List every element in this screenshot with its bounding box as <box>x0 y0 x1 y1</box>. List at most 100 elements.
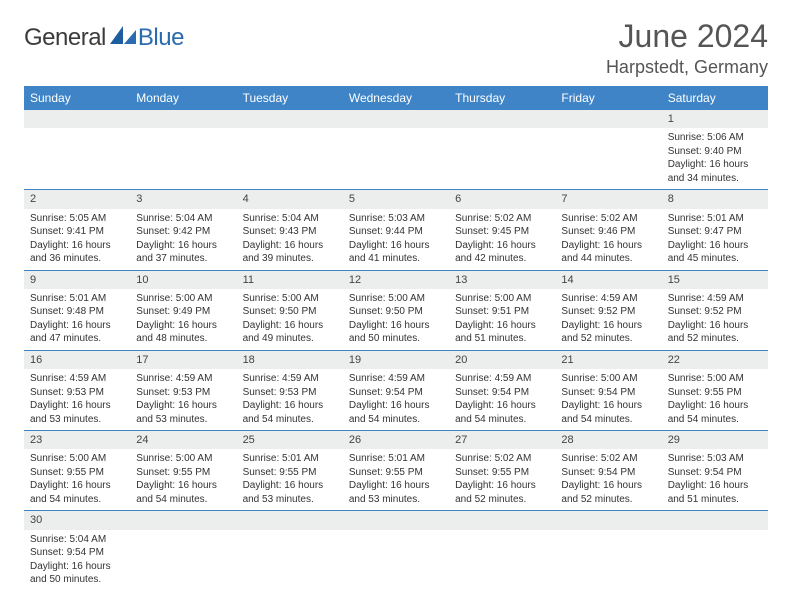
day-number: 13 <box>449 271 555 289</box>
day-details: Sunrise: 5:04 AMSunset: 9:43 PMDaylight:… <box>237 209 343 270</box>
day-details: Sunrise: 5:04 AMSunset: 9:54 PMDaylight:… <box>24 530 130 591</box>
day-details: Sunrise: 4:59 AMSunset: 9:54 PMDaylight:… <box>343 369 449 430</box>
calendar-day-cell: 23Sunrise: 5:00 AMSunset: 9:55 PMDayligh… <box>24 431 130 511</box>
calendar-table: SundayMondayTuesdayWednesdayThursdayFrid… <box>24 86 768 591</box>
day-number: 27 <box>449 431 555 449</box>
day-number: 4 <box>237 190 343 208</box>
calendar-empty-cell <box>555 511 661 591</box>
logo-text-general: General <box>24 24 106 52</box>
calendar-week-row: 16Sunrise: 4:59 AMSunset: 9:53 PMDayligh… <box>24 350 768 430</box>
calendar-day-cell: 29Sunrise: 5:03 AMSunset: 9:54 PMDayligh… <box>662 431 768 511</box>
day-number: 7 <box>555 190 661 208</box>
calendar-day-cell: 18Sunrise: 4:59 AMSunset: 9:53 PMDayligh… <box>237 350 343 430</box>
day-details: Sunrise: 5:03 AMSunset: 9:44 PMDaylight:… <box>343 209 449 270</box>
day-number: 29 <box>662 431 768 449</box>
calendar-day-cell: 5Sunrise: 5:03 AMSunset: 9:44 PMDaylight… <box>343 190 449 270</box>
calendar-empty-cell <box>24 110 130 190</box>
calendar-day-cell: 6Sunrise: 5:02 AMSunset: 9:45 PMDaylight… <box>449 190 555 270</box>
day-number <box>343 511 449 529</box>
day-number <box>237 511 343 529</box>
day-number <box>662 511 768 529</box>
day-number <box>237 110 343 128</box>
calendar-empty-cell <box>343 511 449 591</box>
day-details: Sunrise: 5:06 AMSunset: 9:40 PMDaylight:… <box>662 128 768 189</box>
day-number: 12 <box>343 271 449 289</box>
day-number: 2 <box>24 190 130 208</box>
day-number: 23 <box>24 431 130 449</box>
day-number: 24 <box>130 431 236 449</box>
calendar-day-cell: 12Sunrise: 5:00 AMSunset: 9:50 PMDayligh… <box>343 270 449 350</box>
calendar-day-cell: 8Sunrise: 5:01 AMSunset: 9:47 PMDaylight… <box>662 190 768 270</box>
day-details: Sunrise: 5:01 AMSunset: 9:48 PMDaylight:… <box>24 289 130 350</box>
day-details: Sunrise: 5:00 AMSunset: 9:54 PMDaylight:… <box>555 369 661 430</box>
day-number: 19 <box>343 351 449 369</box>
calendar-empty-cell <box>237 110 343 190</box>
logo: General Blue <box>24 24 184 52</box>
calendar-empty-cell <box>237 511 343 591</box>
day-number: 6 <box>449 190 555 208</box>
day-number: 14 <box>555 271 661 289</box>
calendar-day-cell: 26Sunrise: 5:01 AMSunset: 9:55 PMDayligh… <box>343 431 449 511</box>
calendar-day-cell: 24Sunrise: 5:00 AMSunset: 9:55 PMDayligh… <box>130 431 236 511</box>
day-number: 17 <box>130 351 236 369</box>
day-number: 25 <box>237 431 343 449</box>
day-details: Sunrise: 5:01 AMSunset: 9:47 PMDaylight:… <box>662 209 768 270</box>
day-details: Sunrise: 5:01 AMSunset: 9:55 PMDaylight:… <box>343 449 449 510</box>
day-details: Sunrise: 4:59 AMSunset: 9:54 PMDaylight:… <box>449 369 555 430</box>
calendar-day-cell: 21Sunrise: 5:00 AMSunset: 9:54 PMDayligh… <box>555 350 661 430</box>
calendar-day-cell: 11Sunrise: 5:00 AMSunset: 9:50 PMDayligh… <box>237 270 343 350</box>
calendar-day-cell: 20Sunrise: 4:59 AMSunset: 9:54 PMDayligh… <box>449 350 555 430</box>
calendar-empty-cell <box>449 110 555 190</box>
day-number: 5 <box>343 190 449 208</box>
calendar-day-cell: 7Sunrise: 5:02 AMSunset: 9:46 PMDaylight… <box>555 190 661 270</box>
calendar-day-cell: 2Sunrise: 5:05 AMSunset: 9:41 PMDaylight… <box>24 190 130 270</box>
day-number: 28 <box>555 431 661 449</box>
day-number <box>24 110 130 128</box>
day-details: Sunrise: 5:02 AMSunset: 9:54 PMDaylight:… <box>555 449 661 510</box>
day-details: Sunrise: 4:59 AMSunset: 9:53 PMDaylight:… <box>130 369 236 430</box>
day-number <box>555 511 661 529</box>
calendar-day-cell: 16Sunrise: 4:59 AMSunset: 9:53 PMDayligh… <box>24 350 130 430</box>
day-number: 18 <box>237 351 343 369</box>
calendar-week-row: 2Sunrise: 5:05 AMSunset: 9:41 PMDaylight… <box>24 190 768 270</box>
calendar-week-row: 23Sunrise: 5:00 AMSunset: 9:55 PMDayligh… <box>24 431 768 511</box>
calendar-day-cell: 19Sunrise: 4:59 AMSunset: 9:54 PMDayligh… <box>343 350 449 430</box>
day-number <box>449 110 555 128</box>
day-details: Sunrise: 5:04 AMSunset: 9:42 PMDaylight:… <box>130 209 236 270</box>
day-details: Sunrise: 5:00 AMSunset: 9:49 PMDaylight:… <box>130 289 236 350</box>
calendar-day-cell: 27Sunrise: 5:02 AMSunset: 9:55 PMDayligh… <box>449 431 555 511</box>
day-details: Sunrise: 5:00 AMSunset: 9:50 PMDaylight:… <box>237 289 343 350</box>
calendar-day-cell: 3Sunrise: 5:04 AMSunset: 9:42 PMDaylight… <box>130 190 236 270</box>
day-number: 1 <box>662 110 768 128</box>
calendar-day-cell: 1Sunrise: 5:06 AMSunset: 9:40 PMDaylight… <box>662 110 768 190</box>
calendar-empty-cell <box>130 110 236 190</box>
calendar-empty-cell <box>662 511 768 591</box>
calendar-empty-cell <box>555 110 661 190</box>
day-details: Sunrise: 5:00 AMSunset: 9:55 PMDaylight:… <box>130 449 236 510</box>
month-title: June 2024 <box>606 18 768 55</box>
day-details: Sunrise: 5:01 AMSunset: 9:55 PMDaylight:… <box>237 449 343 510</box>
day-details: Sunrise: 4:59 AMSunset: 9:53 PMDaylight:… <box>237 369 343 430</box>
day-details: Sunrise: 5:00 AMSunset: 9:51 PMDaylight:… <box>449 289 555 350</box>
day-details: Sunrise: 5:05 AMSunset: 9:41 PMDaylight:… <box>24 209 130 270</box>
calendar-day-cell: 14Sunrise: 4:59 AMSunset: 9:52 PMDayligh… <box>555 270 661 350</box>
weekday-header: Saturday <box>662 86 768 110</box>
weekday-header: Friday <box>555 86 661 110</box>
calendar-day-cell: 13Sunrise: 5:00 AMSunset: 9:51 PMDayligh… <box>449 270 555 350</box>
day-details: Sunrise: 5:00 AMSunset: 9:55 PMDaylight:… <box>662 369 768 430</box>
day-number <box>130 110 236 128</box>
day-number: 3 <box>130 190 236 208</box>
day-number: 9 <box>24 271 130 289</box>
day-number <box>555 110 661 128</box>
day-number: 11 <box>237 271 343 289</box>
day-number: 20 <box>449 351 555 369</box>
calendar-week-row: 1Sunrise: 5:06 AMSunset: 9:40 PMDaylight… <box>24 110 768 190</box>
day-number: 26 <box>343 431 449 449</box>
day-number: 8 <box>662 190 768 208</box>
calendar-empty-cell <box>343 110 449 190</box>
day-number: 15 <box>662 271 768 289</box>
day-number: 10 <box>130 271 236 289</box>
calendar-day-cell: 17Sunrise: 4:59 AMSunset: 9:53 PMDayligh… <box>130 350 236 430</box>
calendar-day-cell: 9Sunrise: 5:01 AMSunset: 9:48 PMDaylight… <box>24 270 130 350</box>
calendar-day-cell: 28Sunrise: 5:02 AMSunset: 9:54 PMDayligh… <box>555 431 661 511</box>
